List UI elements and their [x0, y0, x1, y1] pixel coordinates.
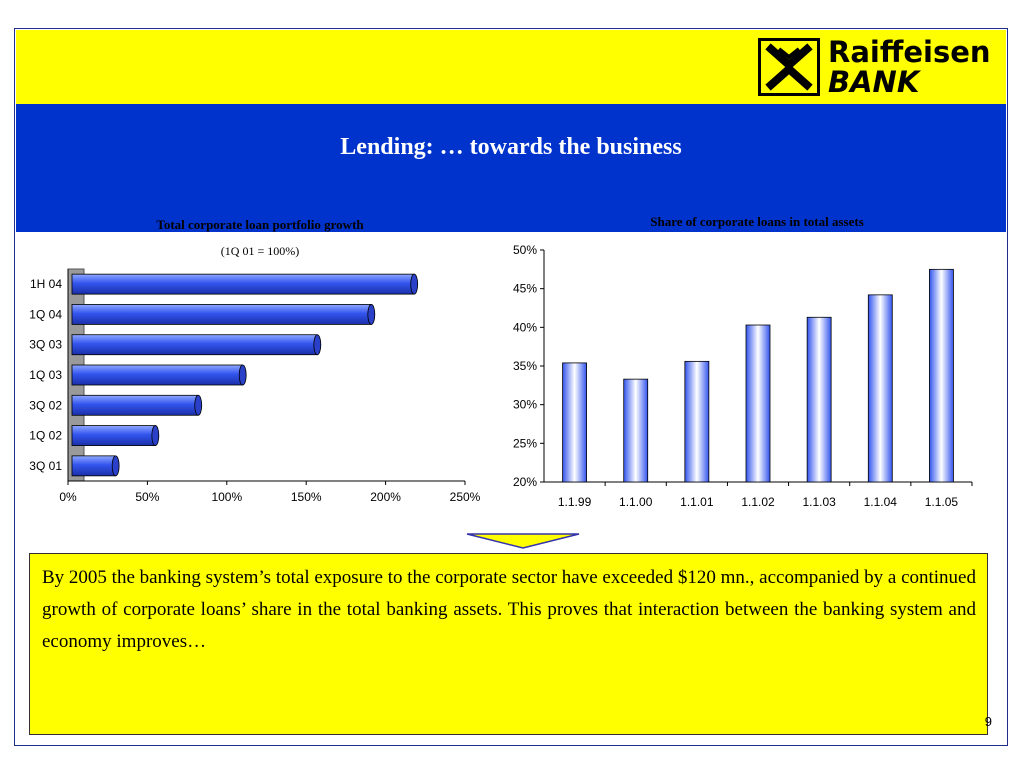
chart1-bar-cap-6 [111, 455, 120, 477]
chart2-bar-0 [562, 362, 587, 483]
chart2-bar-6 [929, 268, 954, 483]
chart1-bar-cap-5 [151, 425, 160, 446]
chart1-tick-label-1: 50% [135, 490, 159, 504]
chart2-tick-label-0: 20% [513, 475, 537, 489]
callout-box: By 2005 the banking system’s total expos… [29, 553, 988, 735]
chart2-tick-label-4: 40% [513, 320, 537, 334]
chart1-category-label-3: 1Q 03 [29, 368, 62, 382]
chart2-bar-2 [684, 360, 710, 483]
chart2-title: Share of corporate loans in total assets [650, 214, 864, 229]
chart1-bar-6 [71, 455, 117, 477]
chart1-title: Total corporate loan portfolio growth [156, 217, 364, 232]
chart1-tick-label-2: 100% [211, 490, 242, 504]
chart2-category-label-3: 1.1.02 [741, 495, 775, 509]
chart2-category-label-1: 1.1.00 [619, 495, 653, 509]
slide: Raiffeisen BANK Lending: … towards the b… [14, 28, 1008, 746]
chart2-tick-label-2: 30% [513, 398, 537, 412]
chart2-category-label-6: 1.1.05 [925, 495, 959, 509]
chart1-bar-cap-4 [194, 394, 203, 416]
logo-text-bank: BANK [828, 65, 920, 99]
chart1-tick-label-5: 250% [450, 490, 481, 504]
page-number: 9 [984, 714, 992, 729]
logo-text-raiffeisen: Raiffeisen [828, 35, 991, 69]
chart2-tick-label-3: 35% [513, 359, 537, 373]
chart1-bar-cap-0 [410, 273, 419, 295]
logo-crossed-gables-icon [758, 38, 820, 96]
chart2-tick-label-5: 45% [513, 282, 537, 296]
chart2-bar-5 [867, 294, 893, 483]
chart1-category-label-4: 3Q 02 [29, 398, 62, 412]
chart1-bar-2 [71, 334, 318, 356]
chart1-tick-label-4: 200% [370, 490, 401, 504]
chart1-bar-4 [71, 394, 199, 416]
chart1-bar-3 [71, 364, 244, 386]
chart2-category-label-2: 1.1.01 [680, 495, 714, 509]
chart1-bar-cap-3 [238, 364, 247, 386]
chart1-subtitle: (1Q 01 = 100%) [220, 244, 300, 258]
chart2-bar-3 [745, 324, 771, 483]
chart2-vertical-bar: 20% 25% 30% 35% 40% 45% 50% 1.1.99 1.1.00 1.1.01 1… [513, 243, 973, 509]
chart2-tick-label-6: 50% [513, 243, 537, 257]
chart1-bar-1 [71, 304, 372, 325]
chart1-bar-0 [71, 273, 415, 295]
chart2-tick-label-1: 25% [513, 436, 537, 450]
chart2-category-label-0: 1.1.99 [558, 495, 592, 509]
chart2-bar-4 [806, 316, 832, 483]
chart2-category-label-4: 1.1.03 [802, 495, 836, 509]
top-band: Raiffeisen BANK [16, 30, 1006, 104]
chart1-category-label-2: 3Q 03 [29, 338, 62, 352]
chart1-bar-cap-2 [313, 334, 322, 356]
chart2-category-label-5: 1.1.04 [864, 495, 898, 509]
chart1-category-label-6: 3Q 01 [29, 459, 62, 473]
callout-text: By 2005 the banking system’s total expos… [42, 567, 976, 652]
down-arrow-icon [466, 533, 580, 549]
chart1-bar-5 [71, 425, 156, 446]
raiffeisen-logo: Raiffeisen BANK [758, 35, 991, 102]
page-title: Lending: … towards the business [340, 134, 682, 160]
chart1-bar-cap-1 [367, 304, 376, 325]
chart1-tick-label-0: 0% [59, 490, 77, 504]
chart1-category-label-1: 1Q 04 [29, 307, 62, 321]
chart2-bar-1 [623, 378, 649, 483]
title-band: Lending: … towards the business [16, 104, 1006, 232]
chart1-tick-label-3: 150% [291, 490, 322, 504]
chart1-category-label-0: 1H 04 [30, 277, 62, 291]
chart1-category-label-5: 1Q 02 [29, 429, 62, 443]
chart1-horizontal-bar: 1H 04 1Q 04 3Q 03 1Q 03 3Q 02 1Q 02 3Q 01 0% 50%… [29, 268, 481, 504]
